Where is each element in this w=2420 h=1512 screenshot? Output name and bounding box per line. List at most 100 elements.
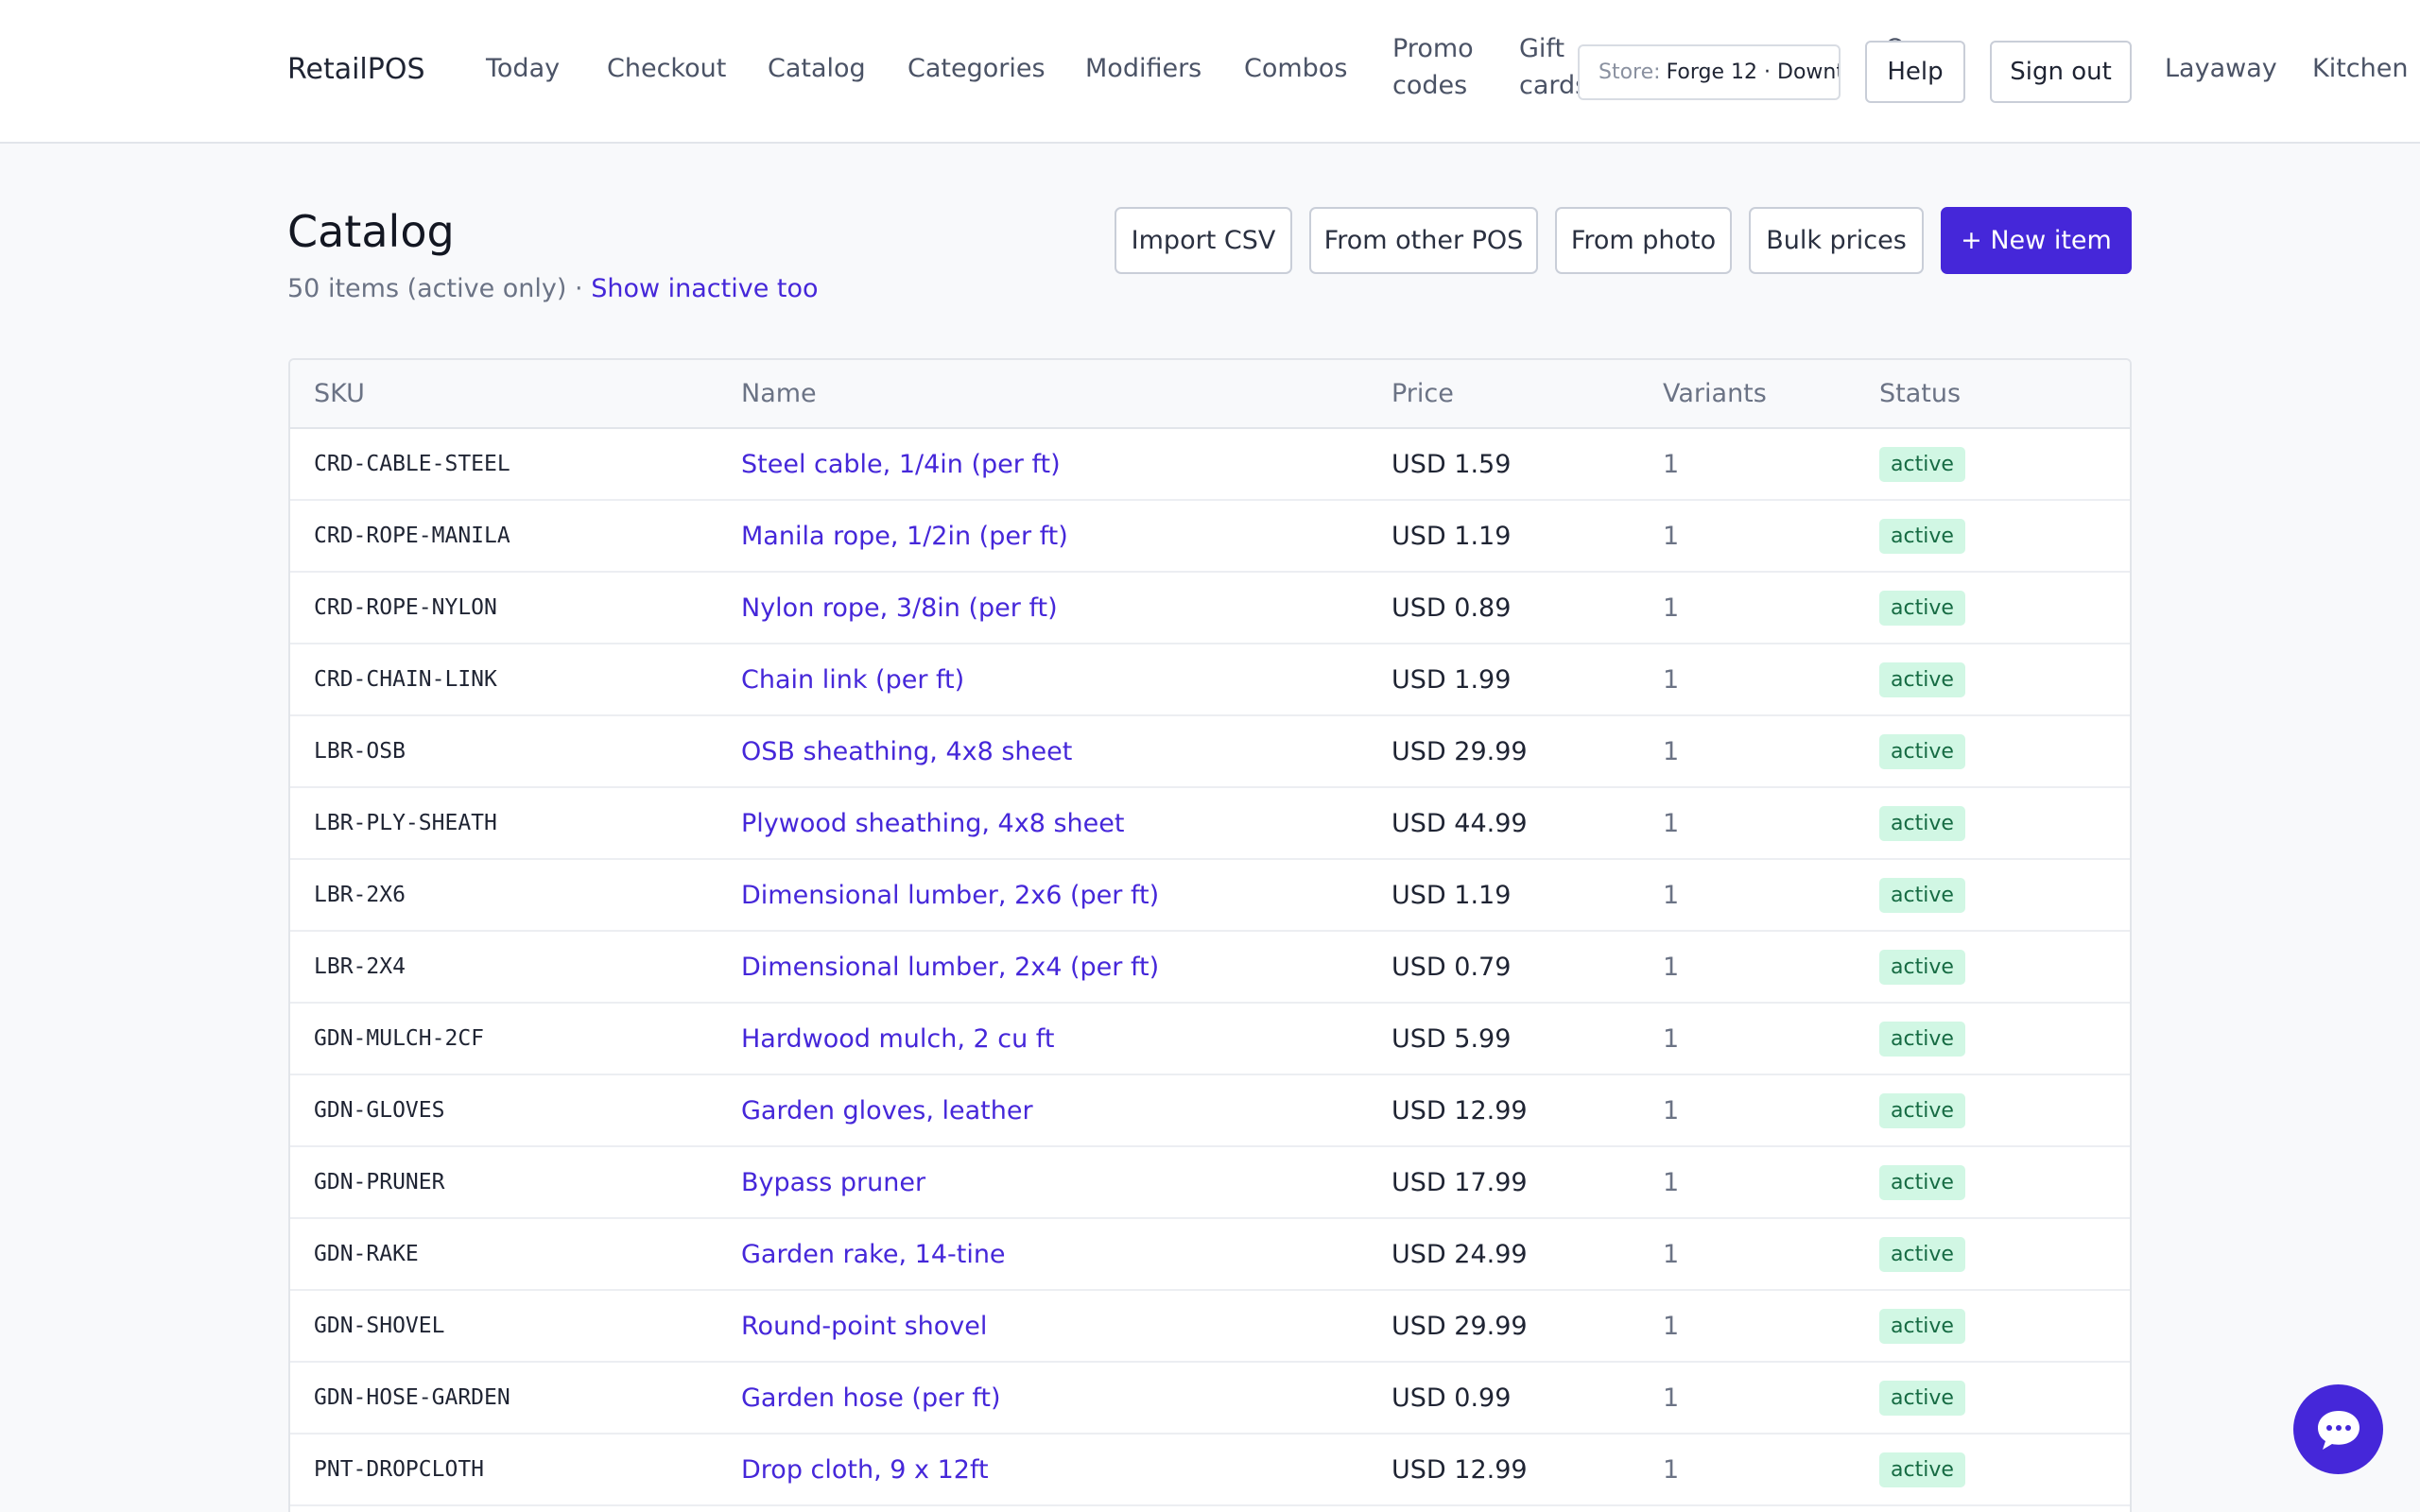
nav-link[interactable]: Gift cards (1519, 34, 1589, 100)
sku: CRD-CABLE-STEEL (314, 452, 510, 476)
brand[interactable]: RetailPOS (287, 53, 425, 86)
variants: 1 (1663, 952, 1680, 982)
table-row: LBR-2X6 Dimensional lumber, 2x6 (per ft) U… (290, 860, 2130, 932)
item-name-link[interactable]: Hardwood mulch, 2 cu ft (741, 1023, 1055, 1054)
item-name-link[interactable]: Garden gloves, leather (741, 1095, 1033, 1125)
column-header: Name (741, 379, 817, 408)
status-cell: active (1879, 1291, 1965, 1361)
column-header: Price (1392, 379, 1454, 408)
variants: 1 (1663, 449, 1680, 479)
status-cell: active (1879, 860, 1965, 930)
table-row: GDN-MULCH-2CF Hardwood mulch, 2 cu ft USD … (290, 1004, 2130, 1075)
status-cell: active (1879, 1363, 1965, 1433)
page-title: Catalog (287, 206, 455, 257)
status-badge: active (1879, 1092, 1965, 1128)
help-button[interactable]: Help (1865, 41, 1965, 103)
item-name-link[interactable]: Garden hose (per ft) (741, 1383, 1001, 1413)
item-name-link[interactable]: Bypass pruner (741, 1167, 926, 1197)
table-row: GDN-RAKE Garden rake, 14-tine USD 24.99 1 ac… (290, 1219, 2130, 1291)
item-name-link[interactable]: Garden rake, 14-tine (741, 1239, 1006, 1269)
table-row: GDN-PRUNER Bypass pruner USD 17.99 1 active (290, 1147, 2130, 1219)
item-name-link[interactable]: OSB sheathing, 4x8 sheet (741, 736, 1073, 766)
price: USD 1.19 (1392, 521, 1512, 551)
variants: 1 (1663, 1167, 1680, 1197)
item-name-link[interactable]: Manila rope, 1/2in (per ft) (741, 521, 1068, 551)
nav-link[interactable]: Catalog (768, 54, 866, 83)
status-cell: active (1879, 1075, 1965, 1145)
sign-out-button[interactable]: Sign out (1990, 41, 2132, 103)
chat-button[interactable] (2293, 1384, 2383, 1474)
store-label: Store: (1599, 60, 1661, 84)
item-name-link[interactable]: Steel cable, 1/4in (per ft) (741, 449, 1061, 479)
table-row: LBR-PLY-SHEATH Plywood sheathing, 4x8 she… (290, 788, 2130, 860)
status-cell: active (1879, 1004, 1965, 1074)
sku: GDN-GLOVES (314, 1098, 445, 1123)
status-badge: active (1879, 1380, 1965, 1416)
store-value: Forge 12 · Downtown (1666, 60, 1839, 84)
variants: 1 (1663, 1383, 1680, 1413)
table-header: SKU Name Price Variants Status (290, 360, 2130, 429)
sku: GDN-MULCH-2CF (314, 1026, 485, 1051)
chat-icon (2317, 1410, 2360, 1450)
table-row: CRD-CHAIN-LINK Chain link (per ft) USD 1.9… (290, 644, 2130, 716)
variants: 1 (1663, 1311, 1680, 1341)
nav-link[interactable]: Categories (908, 54, 1046, 83)
item-name-link[interactable]: Round-point shovel (741, 1311, 988, 1341)
sku: GDN-SHOVEL (314, 1314, 445, 1338)
nav-link[interactable]: Today (486, 54, 561, 83)
status-badge: active (1879, 1236, 1965, 1272)
variants: 1 (1663, 1454, 1680, 1485)
variants: 1 (1663, 736, 1680, 766)
sku: CRD-CHAIN-LINK (314, 667, 497, 692)
status-cell: active (1879, 1147, 1965, 1217)
status-cell: active (1879, 1219, 1965, 1289)
item-name-link[interactable]: Dimensional lumber, 2x4 (per ft) (741, 952, 1160, 982)
status-cell: active (1879, 501, 1965, 571)
status-badge: active (1879, 662, 1965, 697)
variants: 1 (1663, 1095, 1680, 1125)
store-select[interactable]: Store:Forge 12 · Downtown (1578, 44, 1841, 100)
status-badge: active (1879, 805, 1965, 841)
price: USD 44.99 (1392, 808, 1528, 838)
action-button[interactable]: Import CSV (1115, 207, 1292, 274)
item-name-link[interactable]: Drop cloth, 9 x 12ft (741, 1454, 989, 1485)
status-badge: active (1879, 1452, 1965, 1487)
status-badge: active (1879, 590, 1965, 626)
action-button[interactable]: From other POS (1309, 207, 1538, 274)
item-name-link[interactable]: Plywood sheathing, 4x8 sheet (741, 808, 1125, 838)
new-item-button[interactable]: + New item (1941, 207, 2132, 274)
action-button[interactable]: From photo (1555, 207, 1732, 274)
price: USD 12.99 (1392, 1454, 1528, 1485)
table-row: PNT-DROPCLOTH Drop cloth, 9 x 12ft USD 12.… (290, 1435, 2130, 1506)
nav-link[interactable]: Kitchen (2312, 54, 2409, 83)
sku: CRD-ROPE-NYLON (314, 595, 497, 620)
sku: PNT-DROPCLOTH (314, 1457, 485, 1482)
price: USD 0.89 (1392, 593, 1512, 623)
sku: LBR-PLY-SHEATH (314, 811, 497, 835)
nav-link[interactable]: Promo codes (1392, 34, 1474, 100)
action-button[interactable]: Bulk prices (1749, 207, 1924, 274)
price: USD 29.99 (1392, 736, 1528, 766)
nav-link[interactable]: Combos (1244, 54, 1348, 83)
nav-link[interactable]: Checkout (607, 54, 727, 83)
item-name-link[interactable]: Nylon rope, 3/8in (per ft) (741, 593, 1058, 623)
status-badge: active (1879, 949, 1965, 985)
show-inactive-link[interactable]: Show inactive too (591, 274, 819, 303)
status-cell: active (1879, 573, 1965, 643)
item-name-link[interactable]: Dimensional lumber, 2x6 (per ft) (741, 880, 1160, 910)
price: USD 0.99 (1392, 1383, 1512, 1413)
price: USD 29.99 (1392, 1311, 1528, 1341)
price: USD 1.99 (1392, 664, 1512, 695)
table-row: LBR-OSB OSB sheathing, 4x8 sheet USD 29.99… (290, 716, 2130, 788)
status-badge: active (1879, 446, 1965, 482)
status-cell: active (1879, 644, 1965, 714)
price: USD 1.19 (1392, 880, 1512, 910)
status-cell: active (1879, 932, 1965, 1002)
status-badge: active (1879, 518, 1965, 554)
variants: 1 (1663, 521, 1680, 551)
status-badge: active (1879, 1308, 1965, 1344)
nav-link[interactable]: Modifiers (1085, 54, 1202, 83)
item-name-link[interactable]: Chain link (per ft) (741, 664, 965, 695)
nav-link[interactable]: Layaway (2165, 54, 2277, 83)
